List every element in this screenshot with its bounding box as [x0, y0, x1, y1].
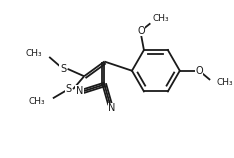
Text: O: O [137, 26, 145, 36]
Text: N: N [108, 103, 115, 113]
Text: CH₃: CH₃ [217, 78, 233, 87]
Text: S: S [66, 84, 72, 94]
Text: CH₃: CH₃ [29, 97, 46, 106]
Text: S: S [60, 64, 66, 74]
Text: O: O [195, 66, 203, 76]
Text: CH₃: CH₃ [152, 14, 169, 23]
Text: N: N [76, 86, 83, 96]
Text: CH₃: CH₃ [25, 49, 42, 58]
